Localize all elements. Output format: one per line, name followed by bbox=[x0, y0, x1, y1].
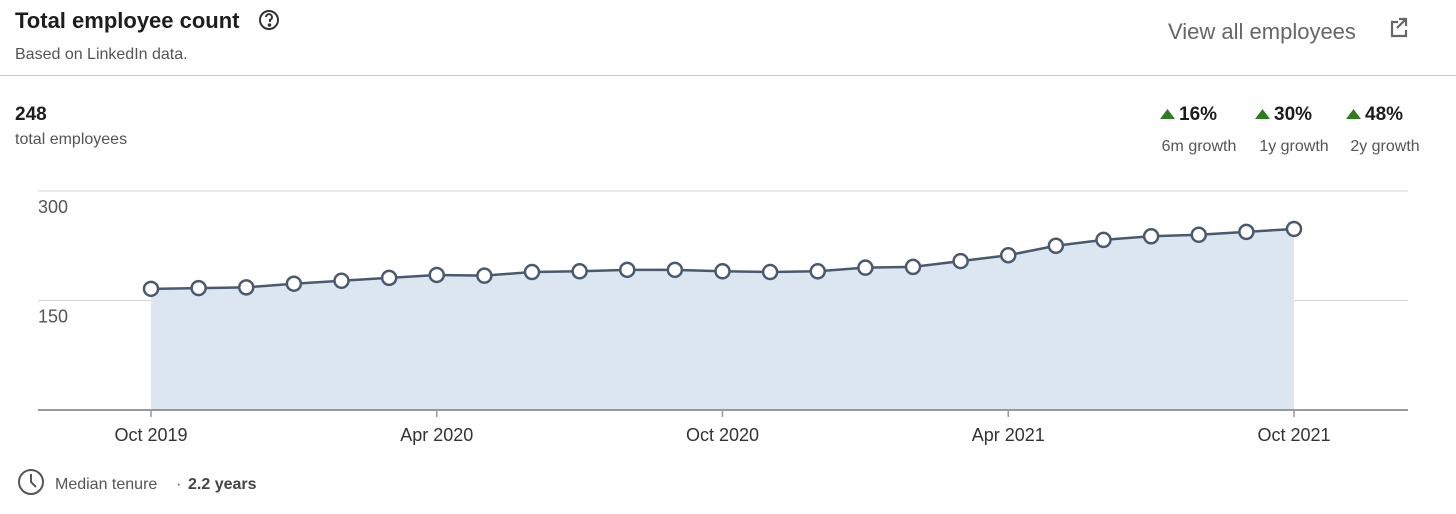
growth-label: 2y growth bbox=[1350, 138, 1419, 155]
growth-value: 30% bbox=[1274, 104, 1312, 125]
point bbox=[761, 263, 779, 281]
point bbox=[428, 266, 445, 284]
point bbox=[1047, 237, 1065, 254]
growth-value: 48% bbox=[1365, 104, 1403, 125]
growth-value: 16% bbox=[1179, 104, 1217, 125]
point bbox=[190, 279, 207, 297]
point bbox=[476, 267, 493, 284]
growth-arrow bbox=[1255, 109, 1270, 119]
point bbox=[904, 258, 922, 276]
view-all-link[interactable]: View all employees bbox=[1168, 19, 1356, 44]
x-tick-label: Oct 2020 bbox=[686, 425, 759, 445]
growth-arrow bbox=[1160, 109, 1175, 119]
point bbox=[380, 269, 398, 287]
point bbox=[857, 259, 874, 276]
subtitle: Based on LinkedIn data. bbox=[15, 46, 188, 63]
x-tick-label: Apr 2020 bbox=[400, 425, 473, 445]
y-tick-label: 300 bbox=[38, 197, 68, 217]
point bbox=[809, 263, 826, 280]
point bbox=[619, 261, 636, 279]
total-label: total employees bbox=[15, 131, 127, 148]
x-tick-label: Oct 2021 bbox=[1257, 425, 1330, 445]
point bbox=[952, 252, 969, 270]
point bbox=[238, 279, 255, 296]
tenure-separator: · bbox=[176, 476, 181, 493]
point bbox=[1000, 246, 1017, 264]
point bbox=[523, 263, 541, 281]
area bbox=[151, 228, 1294, 410]
growth-label: 1y growth bbox=[1259, 138, 1328, 155]
tenure-label: Median tenure bbox=[55, 476, 157, 493]
chart: 150 300 Oct 2019 Apr 2020 Oct 2020 Apr 2021 Oc… bbox=[38, 190, 1408, 445]
point bbox=[142, 280, 160, 298]
point bbox=[571, 263, 588, 280]
y-tick-label: 150 bbox=[38, 307, 68, 327]
growth-stats: 16% 6m growth 30% 1y growth 48% 2y growth bbox=[1160, 104, 1420, 155]
growth-label: 6m growth bbox=[1162, 138, 1237, 155]
total-value: 248 bbox=[15, 104, 47, 125]
point bbox=[1190, 226, 1207, 244]
point bbox=[1095, 231, 1112, 249]
external-link-icon[interactable] bbox=[1390, 17, 1408, 38]
point bbox=[666, 261, 684, 279]
point bbox=[285, 275, 303, 292]
point bbox=[1285, 220, 1303, 238]
point bbox=[1142, 228, 1160, 245]
growth-arrow bbox=[1346, 109, 1361, 119]
point bbox=[1238, 223, 1255, 241]
x-tick-label: Oct 2019 bbox=[114, 425, 187, 445]
title: Total employee count bbox=[15, 8, 240, 33]
clock-icon bbox=[18, 469, 44, 495]
point bbox=[714, 263, 731, 280]
point bbox=[333, 272, 350, 290]
tenure-value: 2.2 years bbox=[188, 476, 257, 493]
help-icon[interactable] bbox=[259, 10, 279, 30]
x-tick-label: Apr 2021 bbox=[972, 425, 1045, 445]
